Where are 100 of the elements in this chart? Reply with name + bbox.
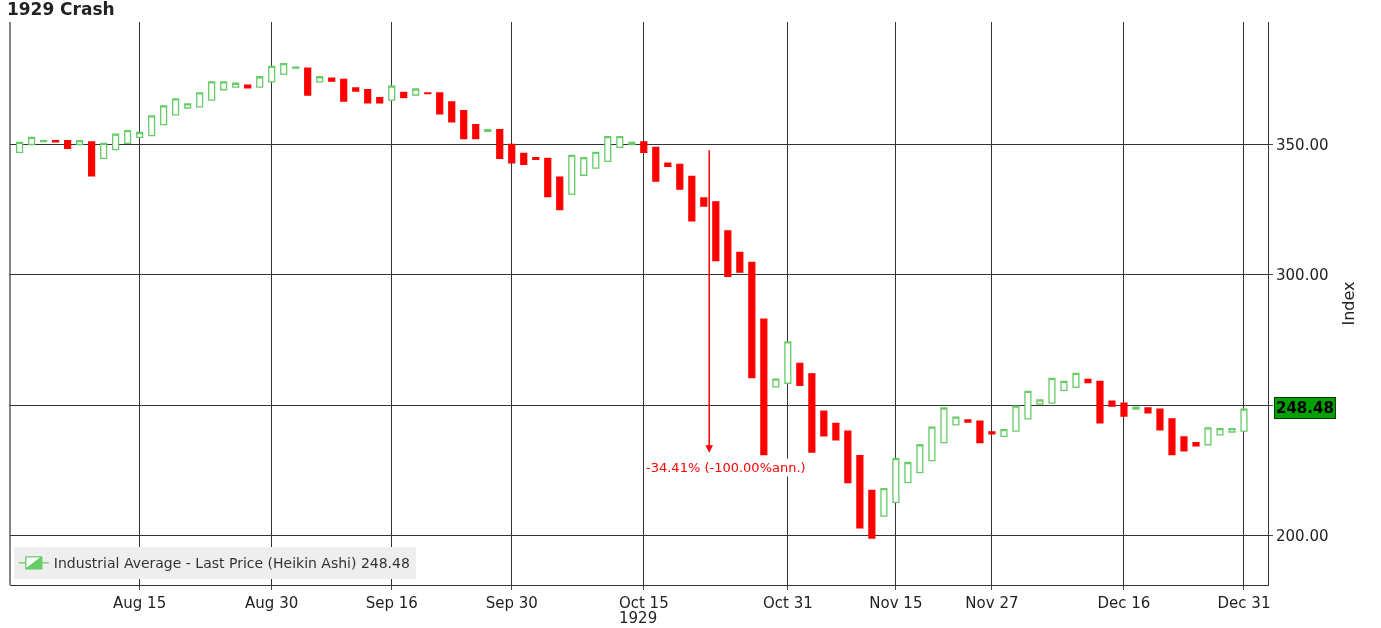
annotation: -34.41% (-100.00%ann.) bbox=[646, 460, 806, 475]
candlestick bbox=[148, 115, 156, 137]
candlestick bbox=[964, 419, 972, 423]
candlestick bbox=[880, 487, 888, 517]
x-tick-label: Aug 30 bbox=[245, 594, 299, 612]
y-tick-label: 350.00 bbox=[1276, 135, 1329, 154]
candlestick bbox=[1012, 405, 1020, 432]
candlestick bbox=[1120, 402, 1128, 417]
x-tick-label: Dec 16 bbox=[1097, 594, 1151, 612]
candlestick bbox=[352, 87, 360, 92]
candlestick bbox=[64, 139, 72, 150]
candlestick bbox=[760, 318, 768, 456]
x-tick-label: Nov 15 bbox=[869, 594, 923, 612]
candlestick bbox=[952, 416, 960, 426]
candlestick bbox=[28, 136, 36, 146]
candlestick bbox=[1108, 400, 1116, 407]
candlestick bbox=[304, 67, 312, 96]
candlestick bbox=[676, 163, 684, 190]
chart-title: 1929 Crash bbox=[6, 0, 115, 20]
candlestick bbox=[268, 65, 276, 83]
candlestick bbox=[712, 201, 720, 262]
candlestick bbox=[1216, 427, 1224, 436]
x-tick-label: Oct 15 bbox=[618, 594, 669, 612]
text: 248.48 bbox=[1276, 399, 1334, 417]
candlestick bbox=[292, 66, 300, 69]
candlestick bbox=[208, 81, 216, 101]
candlestick bbox=[196, 92, 204, 108]
candlestick bbox=[688, 175, 696, 222]
candlestick bbox=[1240, 408, 1248, 432]
candlestick bbox=[1072, 372, 1080, 389]
candlestick bbox=[904, 461, 912, 484]
candlestick bbox=[892, 457, 900, 504]
candlestick bbox=[748, 261, 756, 379]
candlestick bbox=[940, 407, 948, 444]
candlestick bbox=[184, 103, 192, 109]
candlestick bbox=[1000, 429, 1008, 438]
candlestick bbox=[1192, 442, 1200, 447]
y-axis-title: Index bbox=[1339, 281, 1359, 326]
candlestick bbox=[412, 88, 420, 96]
candlestick bbox=[976, 420, 984, 444]
candlestick bbox=[1024, 390, 1032, 420]
candlestick bbox=[1036, 399, 1044, 405]
candlestick bbox=[460, 109, 468, 140]
candlestick bbox=[856, 455, 864, 529]
candlestick bbox=[328, 77, 336, 82]
candlestick bbox=[916, 444, 924, 474]
candlestick bbox=[160, 105, 168, 126]
candlestick bbox=[1168, 418, 1176, 456]
candlestick bbox=[436, 92, 444, 115]
x-tick-label: Aug 15 bbox=[113, 594, 167, 612]
candlestick bbox=[1060, 380, 1068, 391]
candlestick bbox=[580, 156, 588, 176]
candlestick bbox=[244, 84, 252, 89]
candlestick bbox=[364, 89, 372, 104]
candlestick bbox=[820, 410, 828, 437]
candlestick bbox=[496, 129, 504, 159]
candlestick bbox=[844, 430, 852, 484]
candlestick bbox=[280, 63, 288, 75]
candlestick bbox=[1144, 407, 1152, 414]
candlestick bbox=[640, 141, 648, 153]
candlestick bbox=[448, 101, 456, 123]
candlestick bbox=[1084, 378, 1092, 384]
candlestick bbox=[16, 141, 24, 153]
candlestick bbox=[928, 426, 936, 462]
candlestick bbox=[736, 251, 744, 273]
x-tick-label: Sep 30 bbox=[485, 594, 538, 612]
candlestick bbox=[1132, 406, 1140, 410]
candlestick bbox=[724, 230, 732, 278]
candlestick bbox=[988, 431, 996, 435]
candlestick bbox=[808, 373, 816, 453]
text: 1929 bbox=[619, 609, 658, 627]
candlestick bbox=[472, 124, 480, 140]
candlestick bbox=[832, 422, 840, 441]
candlestick bbox=[100, 142, 108, 159]
candlestick bbox=[88, 141, 96, 177]
candlestick bbox=[1048, 377, 1056, 404]
candlestick bbox=[52, 139, 60, 143]
candlestick bbox=[556, 176, 564, 211]
candlestick bbox=[172, 98, 180, 116]
x-tick-label: Oct 31 bbox=[762, 594, 813, 612]
candlestick bbox=[388, 85, 396, 101]
candlestick bbox=[592, 151, 600, 169]
candlestick bbox=[544, 157, 552, 198]
candlestick bbox=[220, 81, 228, 91]
candlestick bbox=[616, 136, 624, 149]
x-tick-label: Sep 16 bbox=[365, 594, 418, 612]
candlestick bbox=[772, 378, 780, 388]
candlestick bbox=[652, 146, 660, 182]
candlestick bbox=[340, 78, 348, 102]
candlestick bbox=[1180, 436, 1188, 452]
y-tick-label: 300.00 bbox=[1276, 266, 1329, 285]
candlestick bbox=[1156, 408, 1164, 431]
candlestick bbox=[520, 152, 528, 165]
candlestick bbox=[1204, 427, 1212, 446]
candlestick bbox=[124, 130, 132, 145]
candlestick bbox=[784, 341, 792, 384]
candlestick bbox=[604, 136, 612, 163]
y-tick-label: 200.00 bbox=[1276, 526, 1329, 545]
candlestick bbox=[796, 362, 804, 386]
candlestick bbox=[568, 154, 576, 195]
